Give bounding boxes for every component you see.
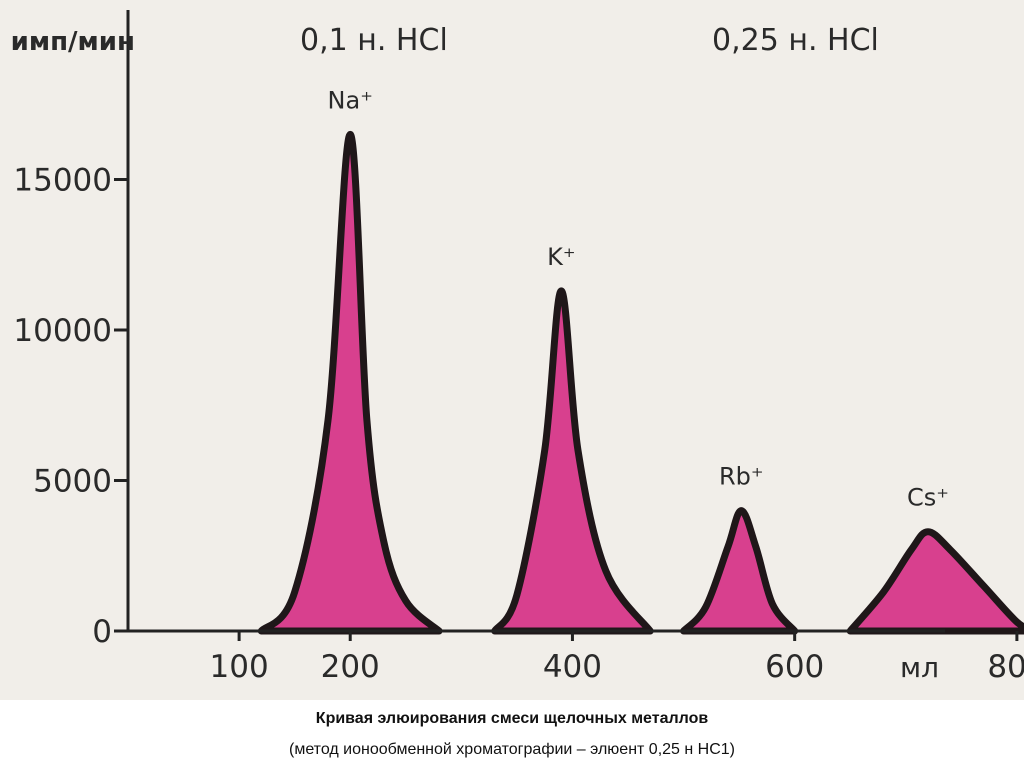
peak-label-3: Cs⁺ xyxy=(907,484,949,512)
peak-3 xyxy=(846,528,1024,635)
x-tick-label-3: 600 xyxy=(765,649,824,685)
x-tick-label-4: 800 xyxy=(987,649,1024,685)
figure-caption: Кривая элюирования смеси щелочных металл… xyxy=(0,700,1024,767)
x-axis-label: мл xyxy=(900,651,939,684)
chart-figure: Na⁺ K⁺ Rb⁺ Cs⁺ 0 5000 10000 15000 100 200 400 600… xyxy=(0,0,1024,700)
y-tick-label-3: 15000 xyxy=(13,163,112,199)
peak-label-1: K⁺ xyxy=(547,243,575,271)
peak-label-0: Na⁺ xyxy=(328,86,373,114)
y-tick-label-0: 0 xyxy=(92,614,112,650)
y-ticks-layer: 0 5000 10000 15000 xyxy=(13,163,128,650)
x-tick-label-2: 400 xyxy=(543,649,602,685)
x-tick-label-1: 200 xyxy=(321,649,380,685)
peak-2 xyxy=(680,507,799,635)
x-tick-label-0: 100 xyxy=(210,649,269,685)
peak-0 xyxy=(257,130,443,635)
x-ticks-layer: 100 200 400 600 800 xyxy=(210,631,1024,685)
caption-title: Кривая элюирования смеси щелочных металл… xyxy=(315,710,709,727)
y-tick-label-1: 5000 xyxy=(33,464,112,500)
caption-subtitle: (метод ионообменной хроматографии – элюе… xyxy=(288,741,735,758)
peaks-layer: Na⁺ K⁺ Rb⁺ Cs⁺ xyxy=(257,86,1024,635)
eluent-label-1: 0,1 н. НСl xyxy=(300,23,448,58)
eluent-label-2: 0,25 н. НСl xyxy=(712,23,879,58)
peak-1 xyxy=(491,287,654,635)
peak-label-2: Rb⁺ xyxy=(719,463,764,491)
elution-chart: Na⁺ K⁺ Rb⁺ Cs⁺ 0 5000 10000 15000 100 200 400 600… xyxy=(11,10,1024,685)
y-tick-label-2: 10000 xyxy=(13,313,112,349)
y-axis-label: имп/мин xyxy=(11,27,135,57)
